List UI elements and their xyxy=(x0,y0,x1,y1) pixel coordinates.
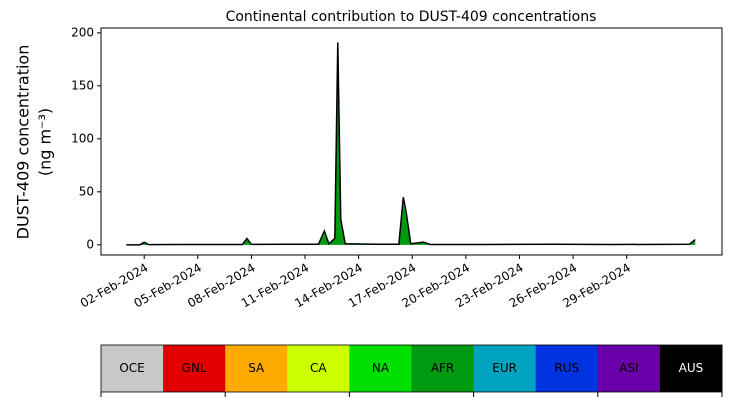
y-axis-label: (ng m⁻³) xyxy=(36,108,55,176)
legend-swatch xyxy=(163,345,226,392)
legend-swatch xyxy=(349,345,412,392)
legend-label: ASI xyxy=(619,361,638,375)
area xyxy=(126,42,696,245)
legend-label: EUR xyxy=(492,361,517,375)
legend-label: NA xyxy=(372,361,390,375)
plot-frame xyxy=(100,27,723,256)
y-tick-label: 100 xyxy=(71,131,94,145)
legend-swatch xyxy=(473,345,537,392)
legend-frame xyxy=(100,344,723,393)
legend-label: AFR xyxy=(431,361,454,375)
legend-swatch xyxy=(411,345,475,392)
legend-label: OCE xyxy=(119,361,144,375)
legend-swatch xyxy=(101,345,164,392)
legend-swatch xyxy=(535,345,599,392)
y-axis-label: DUST-409 concentration xyxy=(14,45,33,240)
area xyxy=(126,54,696,245)
outline xyxy=(126,42,696,246)
y-tick-label: 50 xyxy=(79,184,94,198)
legend-label: GNL xyxy=(182,361,207,375)
legend-swatch xyxy=(659,345,723,392)
y-tick-label: 0 xyxy=(86,237,94,251)
chart-title: Continental contribution to DUST-409 con… xyxy=(226,9,597,25)
legend-label: RUS xyxy=(554,361,579,375)
y-tick-label: 150 xyxy=(71,78,94,92)
legend-label: SA xyxy=(248,361,265,375)
legend-swatch xyxy=(225,345,288,392)
legend-label: AUS xyxy=(679,361,704,375)
legend-label: CA xyxy=(310,361,327,375)
y-tick-label: 200 xyxy=(71,25,94,39)
legend-swatch xyxy=(597,345,661,392)
legend-swatch xyxy=(287,345,350,392)
